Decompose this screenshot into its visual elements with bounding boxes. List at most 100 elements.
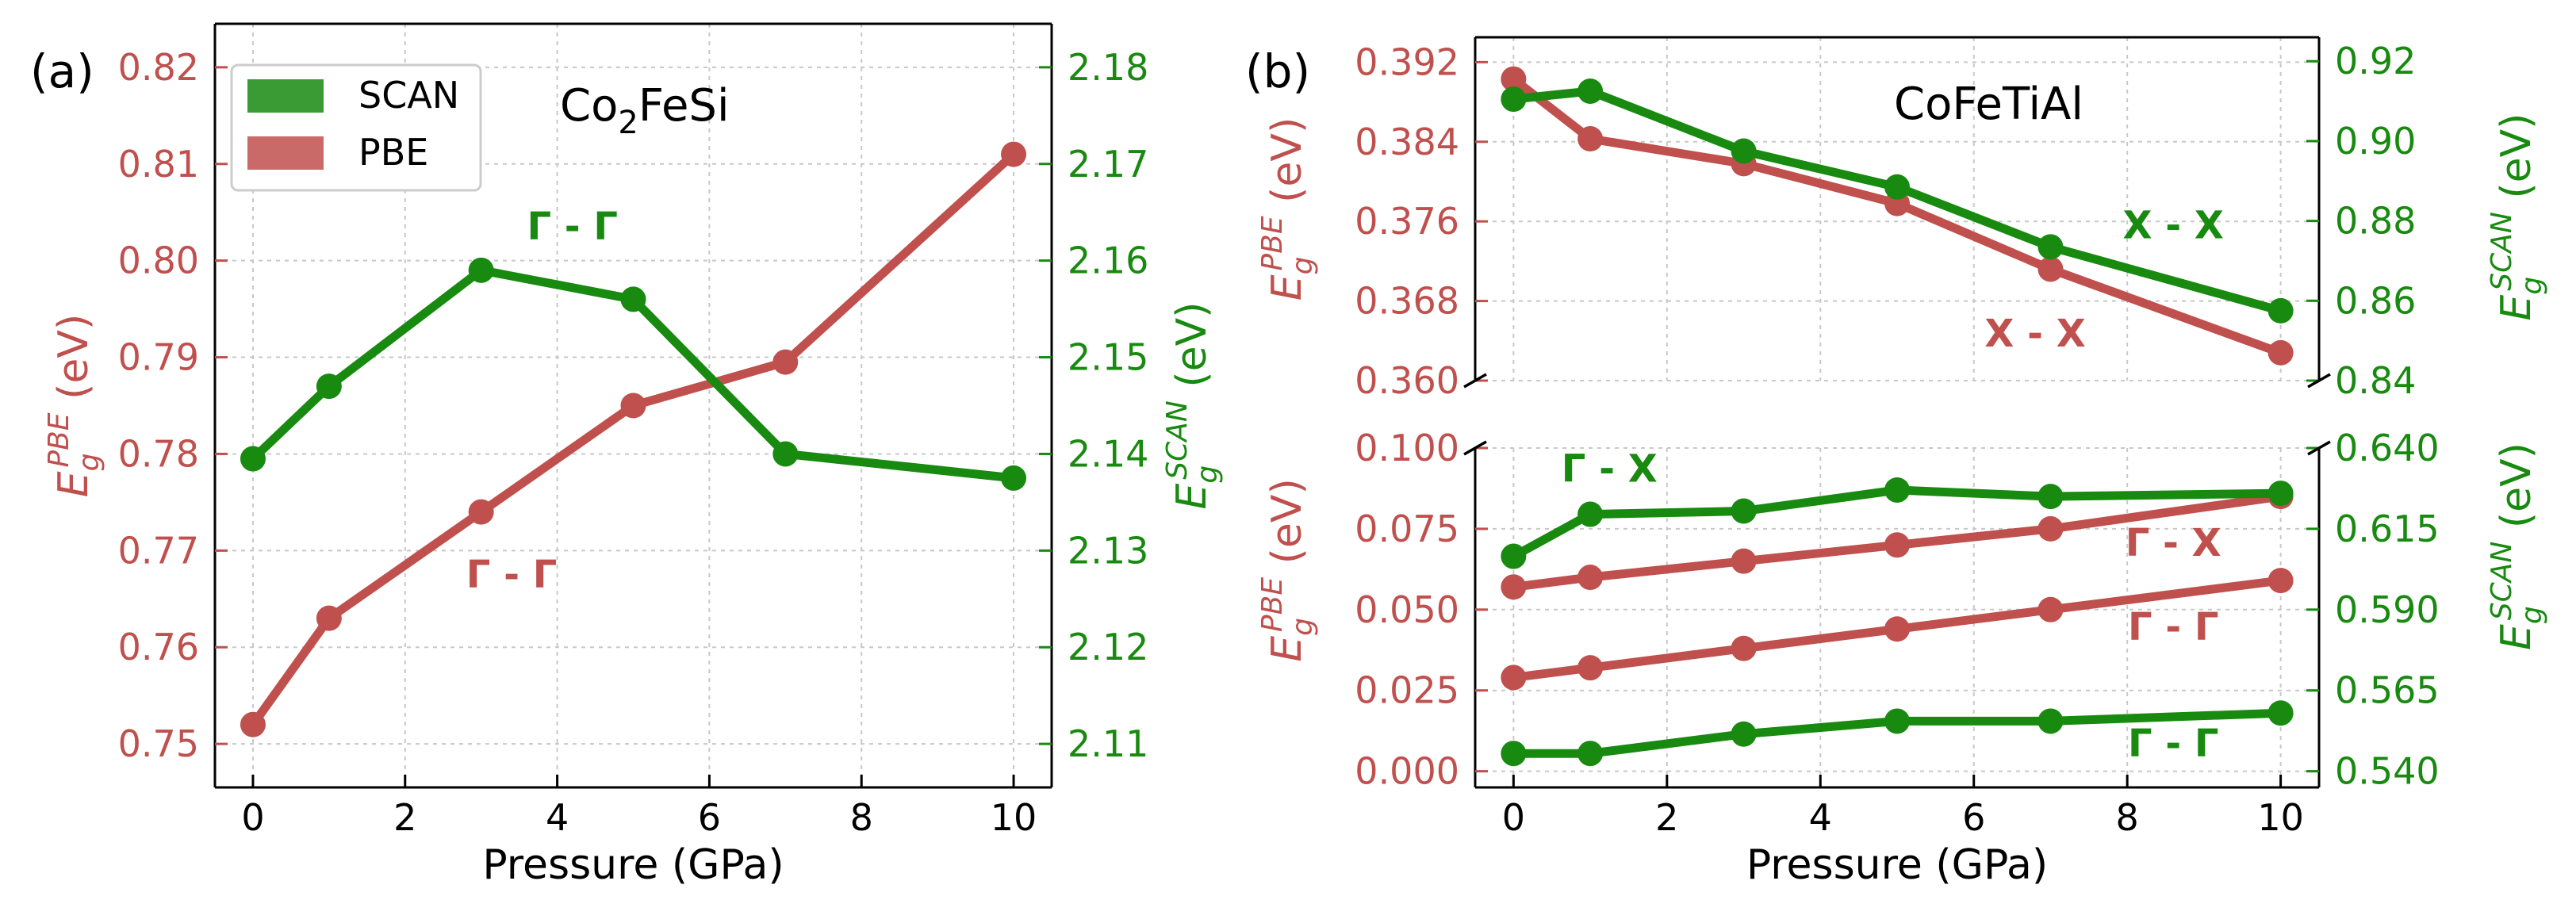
b-upper-annotation: X - X — [2123, 204, 2224, 248]
a-ytick-label-right: 2.15 — [1068, 336, 1148, 379]
b-xtick-label: 4 — [1809, 796, 1832, 839]
a-data-point — [468, 499, 494, 525]
b-lower-data-point — [1577, 741, 1604, 767]
a-chart-title: Co2FeSi — [560, 80, 730, 141]
b-lower-ytick-label-left: 0.025 — [1355, 669, 1459, 712]
a-data-point — [316, 605, 342, 631]
b-lower-y-axis-label-left: EgPBE (eV) — [1256, 478, 1319, 662]
a-ytick-label-left: 0.79 — [118, 336, 199, 379]
b-upper-series-line — [1512, 86, 2283, 316]
b-lower-annotation: Γ - X — [1562, 446, 1658, 491]
a-series-line — [249, 151, 1017, 727]
b-lower-data-point — [1884, 616, 1910, 642]
b-lower-series-line — [1512, 492, 2282, 592]
b-upper-ytick-label-left: 0.376 — [1355, 200, 1459, 243]
a-data-point — [240, 446, 266, 472]
a-ytick-label-left: 0.82 — [118, 46, 199, 89]
a-legend: SCAN PBE — [230, 63, 482, 192]
b-lower-ytick-label-left: 0.000 — [1355, 750, 1459, 793]
b-lower-data-point — [1577, 501, 1604, 527]
b-lower-data-point — [2267, 700, 2294, 726]
a-xtick-label: 0 — [241, 796, 264, 839]
b-upper-ytick-label-left: 0.368 — [1355, 280, 1459, 323]
b-lower-ytick-label-right: 0.640 — [2335, 427, 2440, 469]
b-lower-ytick-label-left: 0.075 — [1355, 507, 1459, 550]
b-lower-ytick-label-left: 0.100 — [1355, 427, 1459, 469]
b-lower-series-line — [1513, 708, 2281, 758]
b-lower-data-point — [1731, 548, 1757, 574]
b-lower-data-point — [1577, 565, 1604, 591]
a-panel-label: (a) — [30, 44, 94, 98]
b-upper-ytick-label-left: 0.392 — [1355, 40, 1459, 83]
b-lower-ytick-label-left: 0.050 — [1355, 588, 1459, 631]
a-ytick-label-left: 0.81 — [118, 143, 199, 186]
b-xtick-label: 2 — [1655, 796, 1678, 839]
b-lower-data-point — [1501, 664, 1527, 691]
a-legend-swatch — [247, 79, 324, 113]
b-upper-data-point — [1577, 126, 1604, 152]
b-upper-y-axis-label-right: EgSCAN (eV) — [2486, 113, 2548, 321]
a-x-axis-label: Pressure (GPa) — [482, 841, 784, 889]
b-upper-data-point — [1884, 174, 1910, 200]
b-chart-title: CoFeTiAl — [1894, 79, 2083, 130]
a-ytick-label-left: 0.78 — [118, 432, 199, 475]
b-upper-data-point — [2037, 256, 2064, 282]
a-annotation: Γ - Γ — [466, 553, 558, 597]
a-data-point — [620, 393, 646, 419]
b-axis-break-mark — [1463, 373, 1487, 389]
b-lower-annotation: Γ - Γ — [2128, 722, 2219, 766]
b-lower-ytick-label-right: 0.615 — [2335, 507, 2440, 550]
a-ytick-label-right: 2.11 — [1068, 722, 1148, 765]
b-upper-ytick-label-left: 0.360 — [1355, 359, 1459, 402]
b-lower-data-point — [2037, 596, 2064, 622]
a-ytick-label-left: 0.80 — [118, 239, 199, 282]
a-xtick-label: 2 — [393, 796, 416, 839]
a-ytick-label-left: 0.77 — [118, 529, 199, 572]
a-ytick-label-right: 2.14 — [1068, 432, 1148, 475]
b-lower-series-line — [1512, 576, 2282, 682]
a-legend-swatch — [247, 136, 324, 170]
a-y-axis-label-left: EgPBE (eV) — [43, 314, 105, 498]
b-lower-data-point — [1577, 655, 1604, 681]
b-upper-series-line — [1511, 75, 2283, 358]
b-lower-annotation: Γ - X — [2126, 521, 2221, 565]
a-annotation: Γ - Γ — [527, 205, 619, 249]
b-axis-break-mark — [2307, 440, 2331, 456]
b-upper-data-point — [1501, 66, 1527, 92]
panel-b: 0.360 0.368 0.376 0.384 0.392 0.84 0.86 0.88 0.9… — [1245, 36, 2548, 889]
b-lower-ytick-label-right: 0.540 — [2335, 750, 2440, 793]
b-xtick-label: 0 — [1502, 796, 1525, 839]
b-upper-data-point — [1501, 86, 1527, 113]
a-legend-label: PBE — [358, 131, 428, 174]
b-upper-ytick-label-right: 0.86 — [2335, 279, 2416, 322]
a-ytick-label-right: 2.12 — [1068, 626, 1148, 668]
panel-a: 0.75 0.76 0.77 0.78 0.79 0.80 0.81 0.82 2.11 2.12… — [30, 22, 1224, 889]
b-upper-data-point — [1577, 78, 1604, 104]
a-data-point — [772, 349, 799, 375]
a-data-point — [468, 257, 494, 283]
b-lower-data-point — [2267, 568, 2294, 594]
a-data-point — [1001, 141, 1027, 167]
a-y-axis-label-right: EgSCAN (eV) — [1161, 302, 1224, 510]
a-ytick-label-right: 2.17 — [1068, 143, 1148, 186]
b-lower-data-point — [2267, 481, 2294, 507]
b-lower-data-point — [1884, 708, 1910, 734]
a-ytick-label-right: 2.13 — [1068, 529, 1148, 572]
b-axis-break-mark — [1463, 440, 1487, 456]
b-lower-data-point — [1731, 635, 1757, 661]
b-lower-annotation: Γ - Γ — [2128, 605, 2219, 649]
a-legend-label: SCAN — [358, 74, 459, 117]
b-upper-ytick-label-right: 0.92 — [2335, 40, 2416, 82]
b-upper-y-axis-label-left: EgPBE (eV) — [1256, 117, 1319, 301]
b-lower-data-point — [1731, 498, 1757, 524]
b-upper-data-point — [2267, 339, 2294, 366]
b-axis-break-mark — [2307, 373, 2331, 389]
a-data-point — [240, 711, 266, 737]
b-lower-data-point — [1884, 477, 1910, 503]
b-xtick-label: 10 — [2257, 796, 2304, 839]
b-xtick-label: 6 — [1962, 796, 1985, 839]
b-panel-label: (b) — [1245, 44, 1310, 98]
b-upper-data-point — [2037, 234, 2064, 260]
b-lower-ytick-label-right: 0.565 — [2335, 669, 2440, 712]
